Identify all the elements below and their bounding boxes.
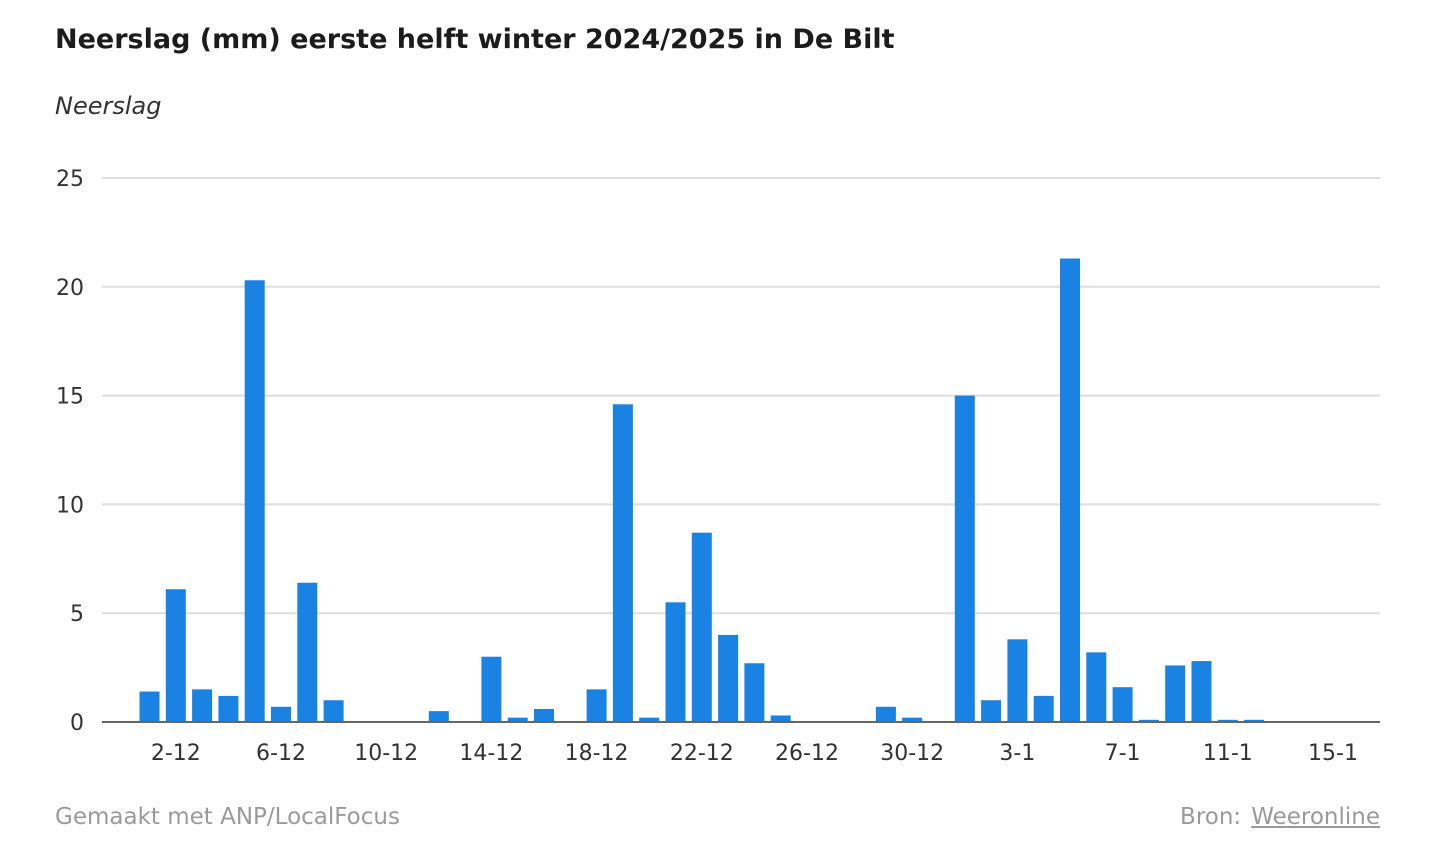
bar-6-1[interactable]	[1086, 652, 1107, 722]
bar-8-12[interactable]	[323, 700, 344, 722]
bar-10-1[interactable]	[1191, 661, 1212, 722]
bar-7-12[interactable]	[297, 582, 318, 722]
bar-15-12[interactable]	[507, 717, 528, 722]
credit-text: Gemaakt met ANP/LocalFocus	[55, 804, 400, 830]
bar-3-1[interactable]	[1007, 639, 1028, 722]
bar-16-12[interactable]	[534, 708, 554, 722]
x-tick-label: 6-12	[256, 741, 306, 766]
bar-1-12[interactable]	[139, 691, 160, 722]
bar-2-12[interactable]	[165, 589, 186, 722]
x-tick-label: 26-12	[775, 741, 839, 766]
bar-29-12[interactable]	[875, 706, 896, 722]
bar-22-12[interactable]	[691, 532, 712, 722]
bar-14-12[interactable]	[481, 656, 502, 722]
y-tick-labels: 0 5 10 15 20 25	[56, 167, 84, 736]
bar-18-12[interactable]	[586, 689, 607, 722]
bar-6-12[interactable]	[271, 706, 291, 722]
bar-12-1[interactable]	[1244, 719, 1265, 722]
bar-23-12[interactable]	[718, 634, 739, 722]
bar-11-1[interactable]	[1217, 719, 1238, 722]
bar-7-1[interactable]	[1112, 687, 1133, 722]
y-axis-title: Neerslag	[55, 92, 162, 120]
chart-title: Neerslag (mm) eerste helft winter 2024/2…	[55, 24, 895, 55]
x-tick-label: 14-12	[459, 741, 523, 766]
y-tick-label: 20	[56, 276, 84, 301]
source-note: Bron: Weeronline	[1180, 804, 1380, 830]
bar-8-1[interactable]	[1138, 719, 1159, 722]
x-tick-labels: 2-12 6-12 10-12 14-12 18-12 22-12 26-12 30-12 3-…	[151, 741, 1358, 766]
gridlines	[102, 177, 1380, 615]
bar-2-1[interactable]	[981, 700, 1002, 722]
x-tick-label: 30-12	[880, 741, 944, 766]
x-tick-label: 18-12	[565, 741, 629, 766]
bar-21-12[interactable]	[665, 602, 686, 722]
y-tick-label: 0	[70, 711, 84, 736]
x-tick-label: 11-1	[1203, 741, 1253, 766]
y-tick-label: 5	[70, 602, 84, 627]
bar-20-12[interactable]	[639, 717, 660, 722]
x-tick-label: 2-12	[151, 741, 201, 766]
bar-1-1[interactable]	[954, 395, 975, 722]
bar-4-12[interactable]	[218, 695, 239, 722]
bar-25-12[interactable]	[770, 715, 791, 722]
x-tick-label: 7-1	[1105, 741, 1141, 766]
bar-5-12[interactable]	[244, 280, 265, 722]
bar-4-1[interactable]	[1033, 695, 1054, 722]
y-tick-label: 15	[56, 385, 84, 410]
source-link[interactable]: Weeronline	[1251, 804, 1380, 830]
bar-30-12[interactable]	[902, 717, 923, 722]
x-tick-label: 10-12	[354, 741, 418, 766]
y-tick-label: 10	[56, 493, 84, 518]
source-label: Bron:	[1180, 804, 1242, 830]
bar-3-12[interactable]	[192, 689, 213, 722]
bar-19-12[interactable]	[612, 404, 633, 722]
x-tick-label: 22-12	[670, 741, 734, 766]
bar-5-1[interactable]	[1060, 258, 1080, 722]
bar-9-1[interactable]	[1165, 665, 1186, 722]
bars	[139, 258, 1265, 722]
y-tick-label: 25	[56, 167, 84, 192]
x-tick-label: 3-1	[999, 741, 1035, 766]
bar-12-12[interactable]	[428, 711, 449, 722]
bar-24-12[interactable]	[744, 663, 765, 722]
x-tick-label: 15-1	[1308, 741, 1358, 766]
